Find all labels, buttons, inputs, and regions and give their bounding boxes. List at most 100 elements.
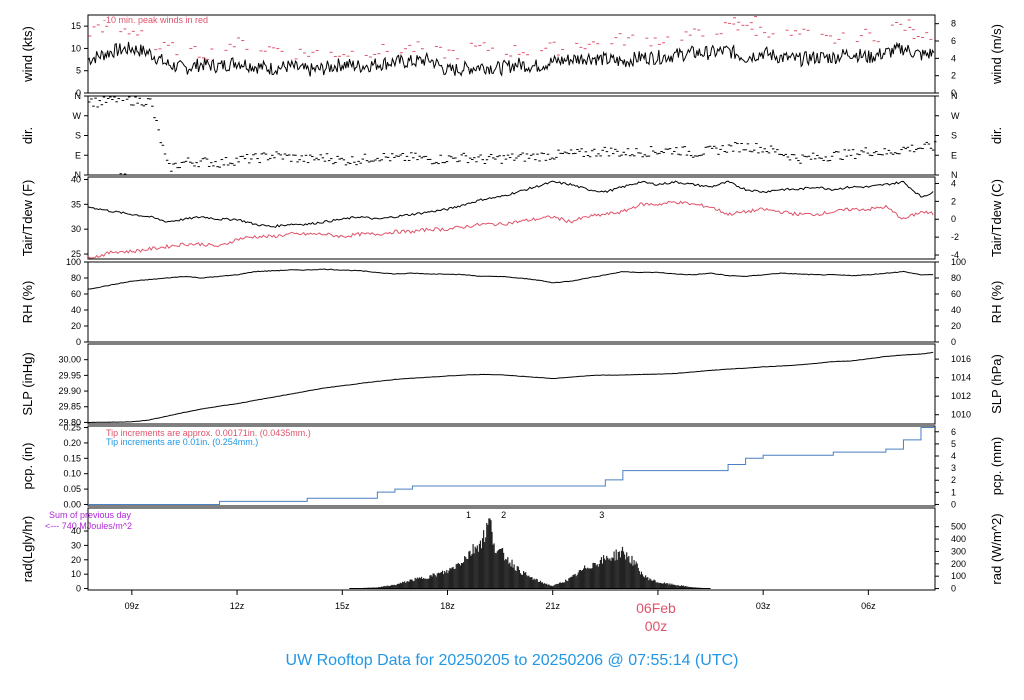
pcp-right-tick-label: 6 — [951, 427, 956, 437]
rad-right-tick-label: 300 — [951, 546, 966, 556]
dir-ylabel-right: dir. — [989, 127, 1004, 144]
temp-left-tick-label: 35 — [71, 199, 81, 209]
dir-left-tick-label: E — [75, 150, 81, 160]
pcp-left-tick-label: 0.25 — [63, 423, 81, 433]
time-tick-label: 09z — [125, 601, 140, 611]
rad-sum-value: <--- 740 MJoules/m^2 — [45, 521, 132, 531]
pcp-right-tick-label: 5 — [951, 439, 956, 449]
rad-left-tick-label: 30 — [71, 540, 81, 550]
rad-left-tick-label: 10 — [71, 569, 81, 579]
time-tick-label: 18z — [440, 601, 455, 611]
dir-left-tick-label: W — [73, 111, 82, 121]
slp-right-tick-label: 1010 — [951, 410, 971, 420]
slp-right-tick-label: 1016 — [951, 354, 971, 364]
temp-right-tick-label: 2 — [951, 196, 956, 206]
rh-panel-frame — [87, 261, 936, 343]
slp-series-line — [88, 351, 934, 423]
slp-right-tick-label: 1012 — [951, 391, 971, 401]
pcp-right-tick-label: 0 — [951, 499, 956, 509]
dir-left-tick-label: N — [75, 91, 82, 101]
chart-title: UW Rooftop Data for 20250205 to 20250206… — [286, 652, 739, 669]
rad-right-tick-label: 0 — [951, 584, 956, 594]
pcp-right-tick-label: 2 — [951, 475, 956, 485]
pcp-right-tick-label: 4 — [951, 451, 956, 461]
rad-left-tick-label: 0 — [76, 584, 81, 594]
rad-marker-label: 2 — [501, 510, 506, 520]
rh-left-tick-label: 20 — [71, 321, 81, 331]
temp-right-tick-label: -4 — [951, 250, 959, 260]
dir-right-tick-label: E — [951, 150, 957, 160]
wind-left-tick-label: 0 — [76, 88, 81, 98]
wind-right-tick-label: 4 — [951, 53, 956, 63]
rh-left-tick-label: 80 — [71, 273, 81, 283]
slp-left-tick-label: 29.85 — [58, 402, 81, 412]
rad-left-tick-label: 20 — [71, 555, 81, 565]
tair-series-line — [87, 180, 934, 228]
dir-ylabel-left: dir. — [20, 127, 35, 144]
rh-left-tick-label: 40 — [71, 305, 81, 315]
rh-right-tick-label: 60 — [951, 289, 961, 299]
rh-right-tick-label: 0 — [951, 337, 956, 347]
rad-marker-label: 3 — [599, 510, 604, 520]
mean-series-line — [87, 41, 935, 77]
date-label: 06Feb — [636, 600, 676, 616]
tip-note-small: Tip increments are approx. 0.00171in. (0… — [106, 428, 311, 438]
wind-right-tick-label: 6 — [951, 36, 956, 46]
rad-right-tick-label: 100 — [951, 571, 966, 581]
slp-right-tick-label: 1014 — [951, 373, 971, 383]
pcp-ylabel-right: pcp. (mm) — [989, 437, 1004, 496]
wind-left-tick-label: 15 — [71, 21, 81, 31]
tip-note-large: Tip increments are 0.01in. (0.254mm.) — [106, 437, 258, 447]
dir-panel-frame — [87, 95, 936, 176]
pcp-right-tick-label: 3 — [951, 463, 956, 473]
slp-left-tick-label: 29.80 — [58, 417, 81, 427]
temp-panel-frame — [87, 176, 936, 260]
wind-ylabel-right: wind (m/s) — [989, 24, 1004, 85]
time-tick-label: 21z — [545, 601, 560, 611]
dir-left-tick-label: S — [75, 131, 81, 141]
rad-right-tick-label: 400 — [951, 534, 966, 544]
rad-panel-frame — [87, 507, 936, 591]
pcp-left-tick-label: 0.00 — [63, 499, 81, 509]
slp-left-tick-label: 29.95 — [58, 370, 81, 380]
temp-right-tick-label: -2 — [951, 232, 959, 242]
wind-right-tick-label: 0 — [951, 88, 956, 98]
wind-ylabel-left: wind (kts) — [20, 26, 35, 83]
rh-right-tick-label: 100 — [951, 257, 966, 267]
precip-series-line — [88, 427, 935, 505]
temp-right-tick-label: 0 — [951, 214, 956, 224]
temp-ylabel-left: Tair/Tdew (F) — [20, 180, 35, 257]
rad-right-tick-label: 500 — [951, 522, 966, 532]
pcp-left-tick-label: 0.20 — [63, 438, 81, 448]
rh-left-tick-label: 60 — [71, 289, 81, 299]
temp-left-tick-label: 30 — [71, 224, 81, 234]
slp-panel-frame — [87, 343, 936, 425]
rad-marker-label: 1 — [466, 510, 471, 520]
rh-ylabel-left: RH (%) — [20, 281, 35, 324]
temp-ylabel-right: Tair/Tdew (C) — [989, 179, 1004, 257]
slp-left-tick-label: 29.90 — [58, 386, 81, 396]
dir-left-tick-label: N — [75, 170, 82, 180]
wind-right-tick-label: 8 — [951, 19, 956, 29]
dir-right-tick-label: N — [951, 91, 958, 101]
slp-left-tick-label: 30.00 — [58, 355, 81, 365]
time-tick-label: 15z — [335, 601, 350, 611]
rad-left-tick-label: 40 — [71, 526, 81, 536]
time-tick-label: 12z — [230, 601, 245, 611]
dir-right-tick-label: N — [951, 170, 958, 180]
rh-right-tick-label: 80 — [951, 273, 961, 283]
dir-right-tick-label: S — [951, 131, 957, 141]
dir-right-tick-label: W — [951, 111, 960, 121]
pcp-right-tick-label: 1 — [951, 487, 956, 497]
peak-wind-annotation: -10 min. peak winds in red — [103, 15, 208, 25]
rad-right-tick-label: 200 — [951, 559, 966, 569]
rh-left-tick-label: 0 — [76, 337, 81, 347]
rad-sum-note: Sum of previous day — [49, 510, 132, 520]
pcp-left-tick-label: 0.05 — [63, 484, 81, 494]
wind-panel-frame — [87, 14, 936, 94]
wind-left-tick-label: 10 — [71, 43, 81, 53]
pcp-panel-frame — [87, 425, 936, 507]
time-tick-label: 03z — [756, 601, 771, 611]
temp-right-tick-label: 4 — [951, 178, 956, 188]
